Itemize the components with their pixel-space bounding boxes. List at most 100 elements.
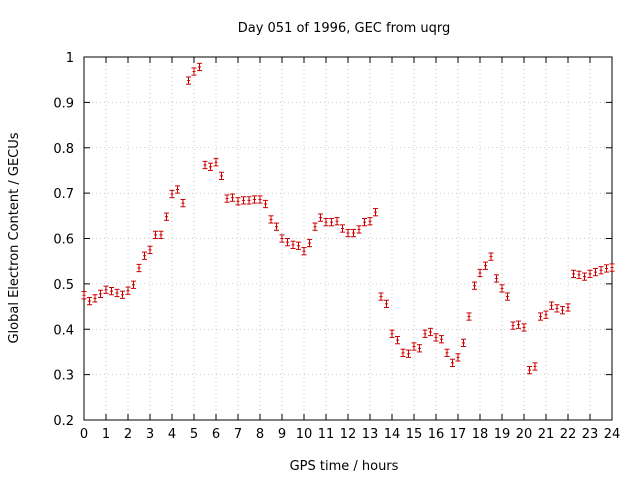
data-point (499, 284, 505, 293)
x-tick-label: 15 (406, 427, 423, 442)
data-point (169, 189, 175, 199)
y-tick-label: 0.2 (53, 414, 74, 429)
data-point (290, 240, 296, 249)
data-point (516, 320, 521, 329)
data-point (362, 218, 367, 227)
y-tick-label: 0.3 (53, 369, 74, 384)
data-point (444, 348, 450, 357)
data-point (565, 303, 571, 312)
x-tick-label: 10 (296, 427, 313, 442)
data-point (527, 365, 532, 375)
data-point (521, 323, 527, 332)
data-point (367, 217, 373, 226)
data-point (252, 195, 257, 204)
data-point (609, 263, 615, 272)
x-tick-label: 5 (190, 427, 198, 442)
x-tick-label: 11 (318, 427, 335, 442)
x-tick-label: 13 (362, 427, 379, 442)
y-tick-label: 0.6 (53, 233, 74, 248)
x-tick-label: 0 (80, 427, 88, 442)
x-tick-label: 4 (168, 427, 176, 442)
data-point (538, 312, 543, 321)
data-point (483, 261, 488, 270)
x-tick-label: 1 (102, 427, 110, 442)
data-point (455, 353, 461, 362)
x-tick-label: 20 (516, 427, 533, 442)
data-point (373, 208, 378, 217)
x-tick-labels: 0 1 2 3 4 5 6 7 8 9 10 11 12 13 14 15 16 17 18 19 20 21 22 23 24 (80, 427, 620, 442)
data-point (351, 228, 356, 238)
data-point (604, 264, 609, 273)
x-tick-label: 16 (428, 427, 445, 442)
data-point (241, 196, 246, 205)
data-point (345, 228, 351, 238)
data-point (395, 336, 400, 345)
data-series (81, 62, 615, 375)
data-point (532, 362, 538, 371)
y-axis-title: Global Electron Content / GECUs (7, 132, 22, 343)
data-point (285, 238, 290, 247)
data-point (235, 197, 241, 206)
data-point (329, 218, 334, 227)
x-tick-label: 7 (234, 427, 242, 442)
axis-ticks (83, 56, 613, 421)
y-tick-label: 0.7 (53, 187, 74, 202)
data-point (274, 222, 279, 231)
data-point (318, 213, 323, 222)
data-point (208, 162, 213, 171)
x-tick-label: 17 (450, 427, 467, 442)
y-tick-label: 0.5 (53, 278, 74, 293)
data-point (356, 225, 362, 234)
data-point (131, 280, 136, 289)
data-point (384, 299, 389, 308)
data-point (257, 195, 263, 204)
data-point (153, 230, 158, 239)
data-point (114, 288, 120, 298)
x-tick-label: 19 (494, 427, 511, 442)
data-point (164, 212, 169, 221)
data-point (472, 281, 477, 290)
data-point (334, 217, 340, 226)
x-tick-label: 2 (124, 427, 132, 442)
x-tick-label: 23 (582, 427, 599, 442)
data-point (279, 234, 285, 243)
data-point (582, 272, 587, 281)
data-point (422, 329, 428, 338)
data-point (186, 76, 191, 85)
data-point (598, 266, 604, 275)
data-point (263, 199, 268, 209)
data-point (125, 286, 131, 295)
data-point (543, 310, 549, 319)
data-point (230, 193, 235, 202)
data-point (158, 230, 164, 239)
data-point (87, 296, 92, 306)
x-tick-label: 14 (384, 427, 401, 442)
data-point (120, 290, 125, 299)
x-tick-label: 9 (278, 427, 286, 442)
data-point (307, 238, 312, 248)
data-point (389, 329, 395, 338)
y-tick-label: 1 (66, 51, 74, 66)
data-point (109, 287, 114, 296)
data-point (505, 292, 510, 301)
data-point (142, 251, 147, 260)
data-point (450, 358, 455, 367)
data-point (340, 224, 345, 233)
data-point (406, 349, 411, 358)
y-tick-label: 0.8 (53, 142, 74, 157)
data-point (268, 215, 274, 224)
data-point (494, 274, 499, 283)
data-point (147, 245, 153, 254)
x-tick-label: 22 (560, 427, 577, 442)
data-point (202, 160, 208, 170)
data-point (587, 269, 593, 279)
data-point (378, 292, 384, 301)
data-point (554, 304, 560, 313)
data-point (175, 185, 180, 194)
y-tick-label: 0.9 (53, 96, 74, 111)
y-tick-label: 0.4 (53, 323, 74, 338)
grid (84, 57, 612, 420)
data-point (560, 306, 565, 315)
data-point (433, 333, 439, 342)
